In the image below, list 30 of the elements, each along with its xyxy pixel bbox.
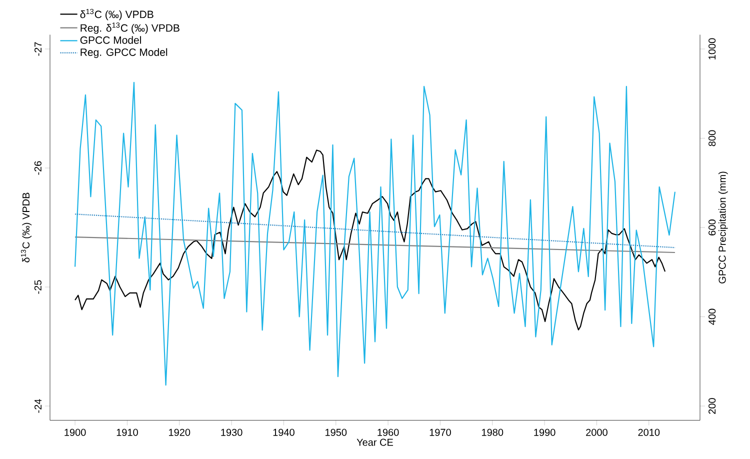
- x-tick-label: 1910: [116, 428, 138, 436]
- x-tick-label: 1900: [64, 428, 86, 436]
- y2-tick-label: 1000: [708, 38, 716, 60]
- y2-tick-label: 600: [708, 220, 716, 236]
- x-tick-label: 1960: [378, 428, 399, 436]
- y-tick-label: -24: [34, 399, 42, 413]
- line-series: [74, 82, 676, 386]
- x-axis-title: Year CE: [356, 438, 394, 446]
- y-tick-label: -27: [34, 42, 42, 56]
- x-tick-label: 2010: [638, 428, 660, 436]
- legend-label: GPCC Model: [80, 36, 142, 44]
- x-tick-label: 1980: [482, 428, 504, 436]
- legend-label: δ$^{13}$C (‰) VPDB: [80, 8, 154, 20]
- y-tick-label: -26: [34, 161, 42, 175]
- y2-tick-label: 200: [708, 398, 716, 414]
- x-tick-label: 1940: [273, 428, 294, 436]
- y2-axis-title: GPCC Precipitation (mm): [718, 172, 728, 284]
- x-tick-label: 1990: [534, 428, 556, 436]
- y2-tick-label: 400: [708, 308, 716, 325]
- legend-label: Reg. δ$^{13}$C (‰) VPDB: [80, 22, 180, 34]
- y2-tick-label: 800: [708, 130, 716, 146]
- x-tick-label: 1950: [326, 428, 347, 436]
- x-tick-label: 1930: [221, 428, 242, 436]
- x-tick-label: 1920: [169, 428, 190, 436]
- line-series: [74, 150, 666, 330]
- y-tick-label: -25: [34, 280, 42, 294]
- x-tick-label: 2000: [586, 428, 608, 436]
- x-tick-label: 1970: [430, 428, 451, 436]
- legend-label: Reg. GPCC Model: [80, 48, 168, 58]
- y-axis-title: δ$^{13}$C (‰) VPDB: [20, 192, 32, 262]
